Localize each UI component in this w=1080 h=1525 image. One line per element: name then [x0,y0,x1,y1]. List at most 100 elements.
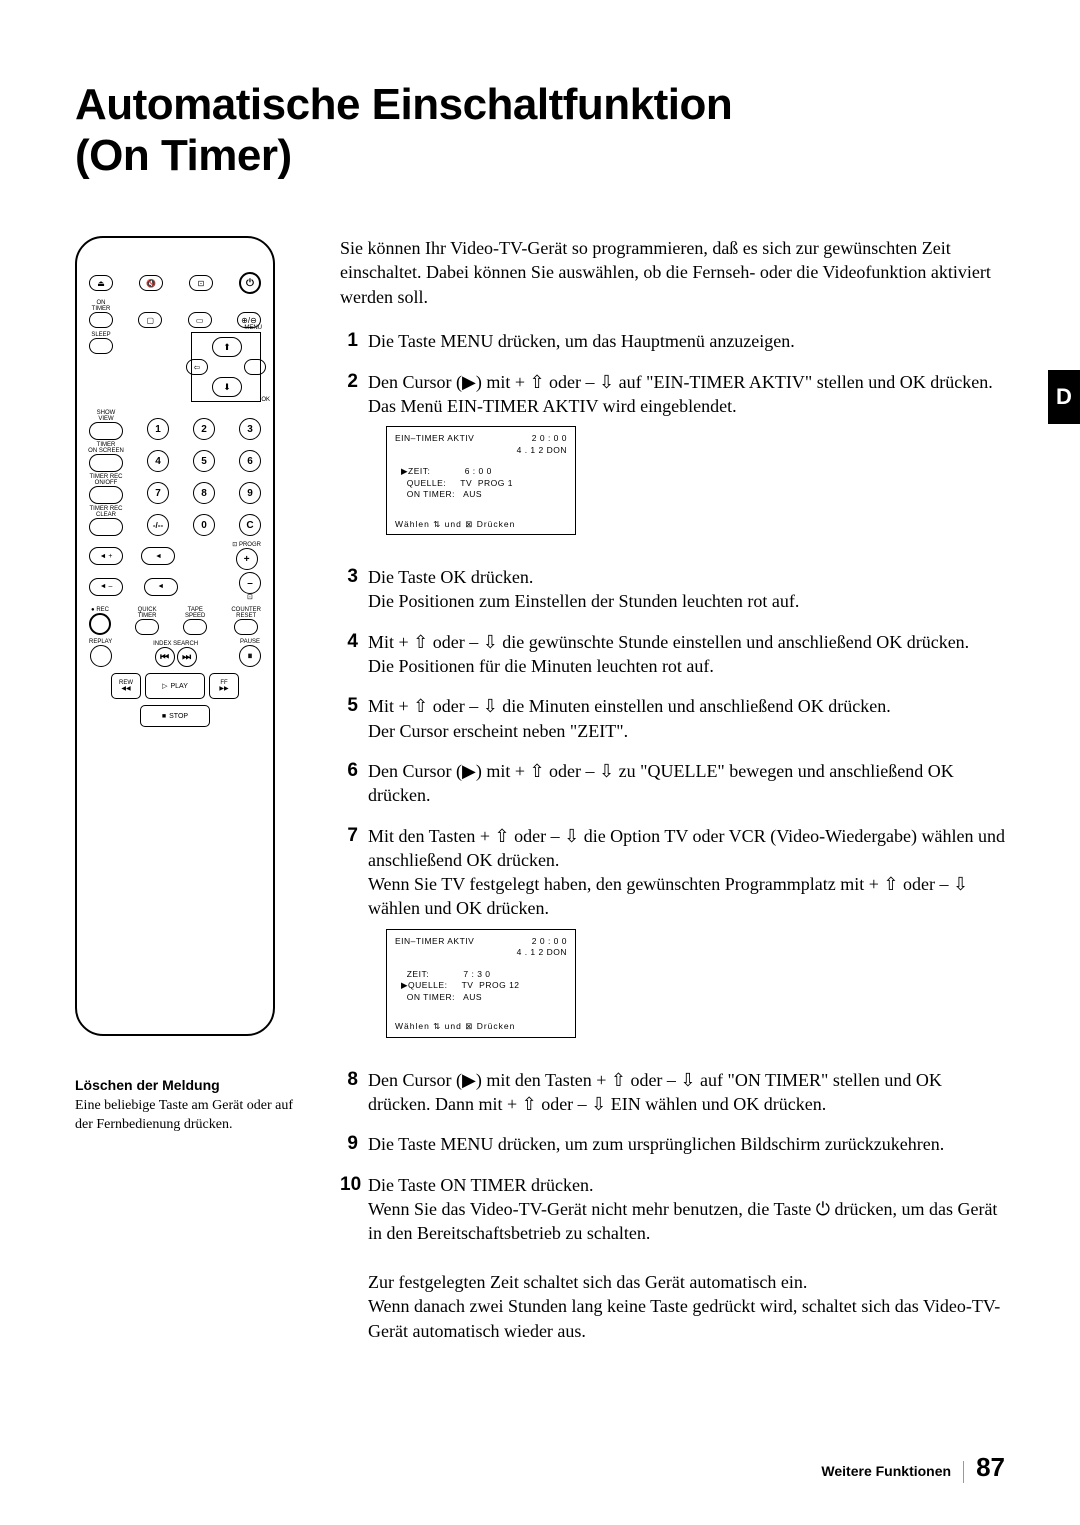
step-number-9: 9 [340,1132,368,1157]
cursor-pad: MENU ⬆ ⬇ ⇦ OK [191,332,261,402]
title-line-2: (On Timer) [75,131,292,180]
footer-section-name: Weitere Funktionen [821,1463,951,1479]
step-10-text-b: Wenn Sie das Video-TV-Gerät nicht mehr b… [368,1197,1005,1246]
step-number-10: 10 [340,1173,368,1343]
pause-button: ⏸ [239,645,261,667]
quick-timer-button [135,619,159,635]
digit-6-button: 6 [239,450,261,472]
step-5-text-a: Mit + ⇧ oder – ⇩ die Minuten einstellen … [368,694,1005,718]
screen1-time: 2 0 : 0 0 [532,433,567,443]
step-5-text-b: Der Cursor erscheint neben "ZEIT". [368,719,1005,743]
osd-screenshot-2: EIN–TIMER AKTIV 2 0 : 0 0 4 . 1 2 DON ZE… [386,929,576,1038]
page-title: Automatische Einschaltfunktion (On Timer… [75,80,1005,181]
screen2-row-quelle: ▶QUELLE: TV PROG 12 [401,980,567,991]
step-2-text-a: Den Cursor (▶) mit + ⇧ oder – ⇩ auf "EIN… [368,370,1005,394]
c-button: C [239,514,261,536]
digit-8-button: 8 [193,482,215,504]
timer-rec-clear-button [89,518,123,536]
play-button: ▷PLAY [145,673,205,699]
timer-rec-onoff-button [89,486,123,504]
tv-button: ⊡ [189,275,213,291]
step-2-text-b: Das Menü EIN-TIMER AKTIV wird eingeblend… [368,394,1005,418]
ok-label: OK [261,397,270,403]
step-8-text: Den Cursor (▶) mit den Tasten + ⇧ oder –… [368,1068,1005,1117]
osd-screenshot-1: EIN–TIMER AKTIV 2 0 : 0 0 4 . 1 2 DON ▶Z… [386,426,576,535]
vol-up-button: ◄ + [89,547,123,565]
step-3-text-a: Die Taste OK drücken. [368,565,1005,589]
step-9-text: Die Taste MENU drücken, um zum ursprüngl… [368,1132,1005,1157]
menu-label: MENU [244,325,262,331]
step-7-text-a: Mit den Tasten + ⇧ oder – ⇩ die Option T… [368,824,1005,873]
step-number-3: 3 [340,565,368,614]
replay-button [90,645,112,667]
screen2-title: EIN–TIMER AKTIV [395,936,474,959]
ff-button: FF▶▶ [209,673,239,699]
step-4-text-a: Mit + ⇧ oder – ⇩ die gewünschte Stunde e… [368,630,1005,654]
screen1-row-zeit: ▶ZEIT: 6 : 0 0 [401,466,567,477]
screen1-title: EIN–TIMER AKTIV [395,433,474,456]
title-line-1: Automatische Einschaltfunktion [75,80,732,129]
prog-down-button: – [239,572,261,594]
on-timer-button [89,312,113,328]
timer-onscreen-label: TIMER ON SCREEN [88,442,124,454]
screen2-row-ontimer: ON TIMER: AUS [401,992,567,1003]
step-3-text-b: Die Positionen zum Einstellen der Stunde… [368,589,1005,613]
step-number-6: 6 [340,759,368,808]
cursor-down-button: ⬇ [212,377,242,397]
cursor-up-button: ⬆ [212,337,242,357]
timer-onscreen-button [89,454,123,472]
counter-reset-button [234,619,258,635]
power-button: ⏻ [239,272,261,294]
screen1-date: 4 . 1 2 DON [517,445,567,455]
on-timer-label: ON TIMER [92,300,111,312]
step-number-1: 1 [340,329,368,354]
step-10-text-a: Die Taste ON TIMER drücken. [368,1173,1005,1197]
step-7-text-b: Wenn Sie TV festgelegt haben, den gewüns… [368,872,1005,921]
side-note-body: Eine beliebige Taste am Gerät oder auf d… [75,1097,310,1135]
progr-label: PROGR [239,542,261,548]
step-number-8: 8 [340,1068,368,1117]
index-prev-button: ⏮ [155,647,175,667]
digit-2-button: 2 [193,418,215,440]
ok-button [244,359,266,375]
sleep-button [89,338,113,354]
screen2-time: 2 0 : 0 0 [532,936,567,946]
digit-0-button: 0 [193,514,215,536]
digit-3-button: 3 [239,418,261,440]
digit-7-button: 7 [147,482,169,504]
showview-button [89,422,123,440]
rec-button [89,613,111,635]
section-tab: D [1048,370,1080,424]
step-1-text: Die Taste MENU drücken, um das Hauptmenü… [368,329,1005,354]
footer-divider [963,1461,964,1483]
screen2-footer: Wählen ⇅ und ⊠ Drücken [395,1021,567,1032]
step-number-7: 7 [340,824,368,1052]
prog-up-button: + [236,548,258,570]
step-10-text-c: Zur festgelegten Zeit schaltet sich das … [368,1270,1005,1294]
mute2-button: ◄ [141,547,175,565]
step-number-5: 5 [340,694,368,743]
page-footer: Weitere Funktionen 87 [821,1452,1005,1483]
cursor-left-button: ⇦ [186,359,208,375]
intro-text: Sie können Ihr Video-TV-Gerät so program… [340,236,1005,309]
vol-down-button: ◄ – [89,578,123,596]
dash-button: -/-- [147,514,169,536]
step-number-4: 4 [340,630,368,679]
side-note: Löschen der Meldung Eine beliebige Taste… [75,1076,310,1135]
timer-rec-clear-label: TIMER REC CLEAR [90,506,123,518]
rew-button: REW◀◀ [111,673,141,699]
step-10-text-d: Wenn danach zwei Stunden lang keine Tast… [368,1294,1005,1343]
counter-reset-label: COUNTER RESET [231,607,261,619]
tape-speed-button [183,619,207,635]
digit-4-button: 4 [147,450,169,472]
digit-9-button: 9 [239,482,261,504]
step-4-text-b: Die Positionen für die Minuten leuchten … [368,654,1005,678]
index-next-button: ⏭ [177,647,197,667]
digit-5-button: 5 [193,450,215,472]
remote-illustration: ⏏ 🔇 ⊡ ⏻ ON TIMER ▢ ▭ ⊕/⊖ SLEEP [75,236,275,1036]
tape-speed-label: TAPE SPEED [185,607,205,619]
step-6-text: Den Cursor (▶) mit + ⇧ oder – ⇩ zu "QUEL… [368,759,1005,808]
mute-button: 🔇 [139,275,163,291]
screen2-row-zeit: ZEIT: 7 : 3 0 [401,969,567,980]
display-button: ▢ [138,312,162,328]
